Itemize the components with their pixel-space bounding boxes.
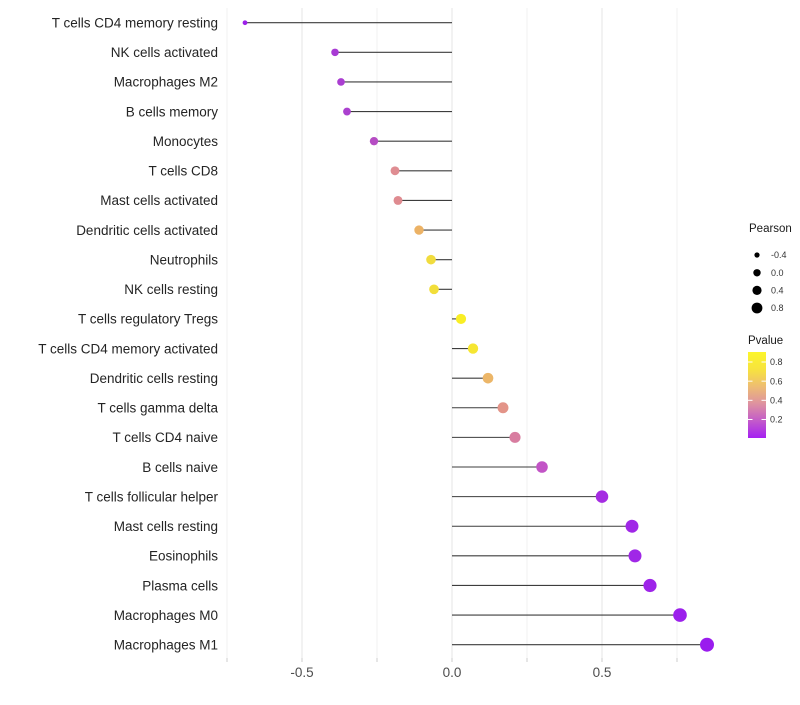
- lollipop-point: [628, 549, 642, 563]
- pvalue-colorbar: [748, 352, 766, 438]
- y-axis-label: Dendritic cells resting: [90, 371, 218, 386]
- size-legend-dot: [751, 302, 763, 314]
- y-axis-label: T cells CD4 naive: [112, 430, 218, 445]
- y-axis-label: Dendritic cells activated: [76, 223, 218, 238]
- size-legend-label: -0.4: [771, 250, 787, 260]
- y-axis-label: Mast cells activated: [100, 193, 218, 208]
- y-axis-label: Macrophages M0: [114, 608, 218, 623]
- lollipop-point: [700, 637, 714, 652]
- x-axis-tick-label: -0.5: [290, 665, 313, 680]
- size-legend-dot: [753, 269, 761, 277]
- y-axis-label: T cells regulatory Tregs: [78, 312, 218, 327]
- size-legend-label: 0.8: [771, 303, 784, 313]
- lollipop-point: [343, 107, 351, 116]
- y-axis-label: Monocytes: [153, 134, 219, 149]
- lollipop-point: [369, 136, 379, 146]
- lollipop-point: [643, 578, 657, 593]
- size-legend-dot: [752, 285, 762, 295]
- size-legend-dot: [754, 252, 760, 258]
- color-legend-label: 0.2: [770, 415, 783, 425]
- x-axis-tick-label: 0.0: [443, 665, 462, 680]
- lollipop-point: [497, 402, 509, 414]
- y-axis-label: T cells follicular helper: [85, 489, 219, 504]
- y-axis-label: T cells CD4 memory activated: [38, 341, 218, 356]
- y-axis-label: NK cells resting: [124, 282, 218, 297]
- y-axis-label: T cells gamma delta: [97, 401, 218, 416]
- y-axis-label: B cells memory: [126, 104, 219, 119]
- lollipop-point: [331, 48, 339, 57]
- y-axis-label: B cells naive: [142, 460, 218, 475]
- lollipop-point: [673, 608, 687, 622]
- size-legend-label: 0.0: [771, 268, 784, 278]
- lollipop-point: [536, 461, 548, 473]
- lollipop-point: [429, 284, 439, 295]
- y-axis-label: T cells CD8: [148, 164, 218, 179]
- lollipop-point: [467, 343, 479, 354]
- color-legend-title: Pvalue: [748, 335, 783, 347]
- lollipop-point: [390, 166, 400, 176]
- color-legend-label: 0.4: [770, 396, 783, 406]
- lollipop-point: [393, 195, 403, 205]
- lollipop-point: [595, 490, 609, 503]
- lollipop-point: [242, 20, 248, 26]
- y-axis-label: Mast cells resting: [114, 519, 218, 534]
- y-axis-label: NK cells activated: [111, 45, 218, 60]
- size-legend-label: 0.4: [771, 286, 784, 296]
- y-axis-label: Neutrophils: [150, 252, 219, 267]
- lollipop-point: [426, 254, 436, 265]
- color-legend-label: 0.6: [770, 376, 783, 386]
- y-axis-label: Plasma cells: [142, 578, 218, 593]
- lollipop-point: [337, 78, 345, 86]
- y-axis-label: Macrophages M1: [114, 638, 218, 653]
- y-axis-label: Eosinophils: [149, 549, 218, 564]
- lollipop-point: [414, 225, 424, 235]
- lollipop-point: [625, 519, 639, 533]
- lollipop-point: [509, 431, 521, 443]
- size-legend-title: Pearson: [749, 223, 792, 235]
- y-axis-label: T cells CD4 memory resting: [52, 16, 218, 31]
- color-legend-label: 0.8: [770, 357, 783, 367]
- y-axis-label: Macrophages M2: [114, 75, 218, 90]
- lollipop-point: [455, 313, 467, 324]
- x-axis-tick-label: 0.5: [593, 665, 612, 680]
- lollipop-point: [482, 372, 494, 384]
